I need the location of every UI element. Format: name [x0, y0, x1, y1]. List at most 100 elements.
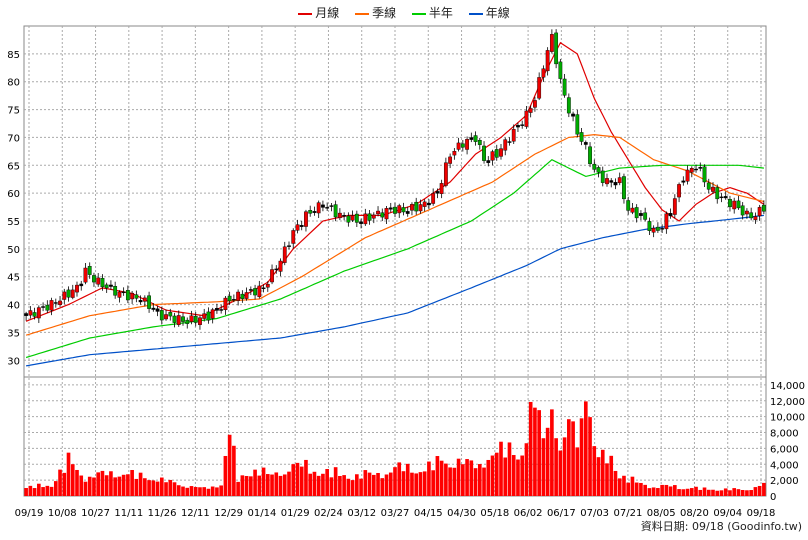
volume-bar — [528, 401, 533, 496]
candle-body — [83, 267, 88, 283]
x-tick-label: 04/15 — [414, 508, 443, 519]
volume-bar — [668, 486, 673, 496]
price-tick-label: 75 — [7, 106, 20, 117]
candle-body — [537, 77, 542, 99]
volume-bar — [62, 472, 67, 496]
volume-bar — [37, 483, 41, 496]
volume-tick-label: 0 — [770, 492, 776, 503]
volume-bar — [210, 486, 215, 496]
candle-body — [596, 167, 601, 173]
volume-bar — [736, 489, 741, 496]
volume-bar — [694, 486, 698, 496]
candle-body — [181, 316, 185, 322]
candle-body — [312, 211, 317, 213]
volume-bar — [240, 475, 245, 496]
candle-body — [198, 317, 202, 325]
x-tick-label: 11/26 — [148, 508, 177, 519]
candle-body — [316, 202, 321, 214]
candle-body — [469, 137, 474, 140]
volume-bar — [308, 473, 313, 496]
candle-body — [138, 300, 143, 303]
volume-bar — [83, 481, 88, 496]
candle-body — [711, 186, 715, 192]
candle-body — [176, 315, 181, 325]
candle-body — [600, 170, 605, 183]
volume-bar — [151, 480, 156, 496]
volume-bar — [541, 438, 546, 496]
volume-tick-label: 2,000 — [770, 476, 799, 487]
volume-bar — [740, 490, 745, 496]
candle-body — [503, 139, 508, 151]
x-tick-label: 10/27 — [81, 508, 110, 519]
candle-body — [227, 295, 232, 302]
volume-bar — [206, 488, 211, 496]
volume-bar — [537, 410, 541, 496]
candle-body — [757, 207, 762, 217]
candle-body — [299, 225, 304, 227]
volume-bar — [270, 474, 274, 496]
volume-bar — [461, 464, 465, 496]
candle-body — [117, 291, 122, 298]
candle-body — [588, 146, 592, 165]
candle-body — [668, 213, 673, 217]
price-tick-label: 55 — [7, 217, 20, 228]
volume-bar — [647, 488, 652, 496]
volume-bar — [600, 449, 605, 496]
candle-body — [134, 294, 139, 299]
candle-body — [651, 227, 656, 233]
volume-bar — [130, 469, 134, 496]
candle-body — [113, 286, 118, 296]
candle-body — [130, 292, 135, 300]
candle-body — [689, 167, 694, 173]
x-tick-label: 09/19 — [15, 508, 44, 519]
volume-bar — [626, 482, 631, 496]
candle-body — [367, 213, 372, 221]
volume-bar — [656, 488, 660, 496]
candle-body — [96, 277, 101, 285]
candle-body — [753, 216, 758, 221]
x-tick-label: 06/17 — [547, 508, 576, 519]
candle-body — [282, 246, 287, 263]
volume-bar — [253, 469, 257, 496]
volume-bar — [304, 459, 308, 496]
volume-bar — [257, 475, 262, 496]
candle-body — [414, 201, 419, 212]
candle-body — [350, 215, 355, 221]
candle-body — [575, 114, 580, 135]
volume-bar — [762, 482, 766, 496]
volume-bar — [198, 487, 202, 496]
volume-bar — [651, 487, 656, 496]
volume-bar — [558, 450, 563, 496]
candle-body — [528, 108, 533, 113]
candle-body — [376, 210, 380, 215]
price-tick-label: 60 — [7, 189, 20, 200]
ma-line — [25, 158, 764, 359]
x-tick-label: 08/05 — [647, 508, 676, 519]
volume-bar — [732, 488, 737, 496]
candle-body — [664, 213, 669, 230]
volume-bar — [223, 455, 228, 496]
volume-bar — [325, 468, 329, 496]
legend: 月線 季線 半年 年線 — [0, 4, 808, 21]
candle-body — [736, 200, 741, 209]
volume-bar — [673, 485, 677, 496]
x-tick-label: 05/18 — [480, 508, 509, 519]
volume-bar — [329, 477, 334, 496]
volume-bar — [554, 438, 558, 496]
x-tick-label: 08/20 — [680, 508, 709, 519]
legend-item-quarterly: 季線 — [355, 4, 396, 21]
candle-body — [549, 34, 554, 52]
x-tick-label: 11/11 — [114, 508, 143, 519]
candle-body — [558, 61, 563, 79]
volume-bar — [176, 485, 181, 496]
candle-body — [100, 278, 105, 288]
candle-body — [740, 205, 745, 216]
volume-bar — [622, 475, 626, 496]
candle-body — [346, 215, 351, 223]
volume-bar — [66, 452, 71, 496]
volume-bar — [32, 488, 37, 496]
volume-bar — [728, 490, 732, 496]
volume-bar — [109, 471, 113, 496]
candle-body — [435, 191, 440, 194]
candle-body — [206, 311, 211, 321]
